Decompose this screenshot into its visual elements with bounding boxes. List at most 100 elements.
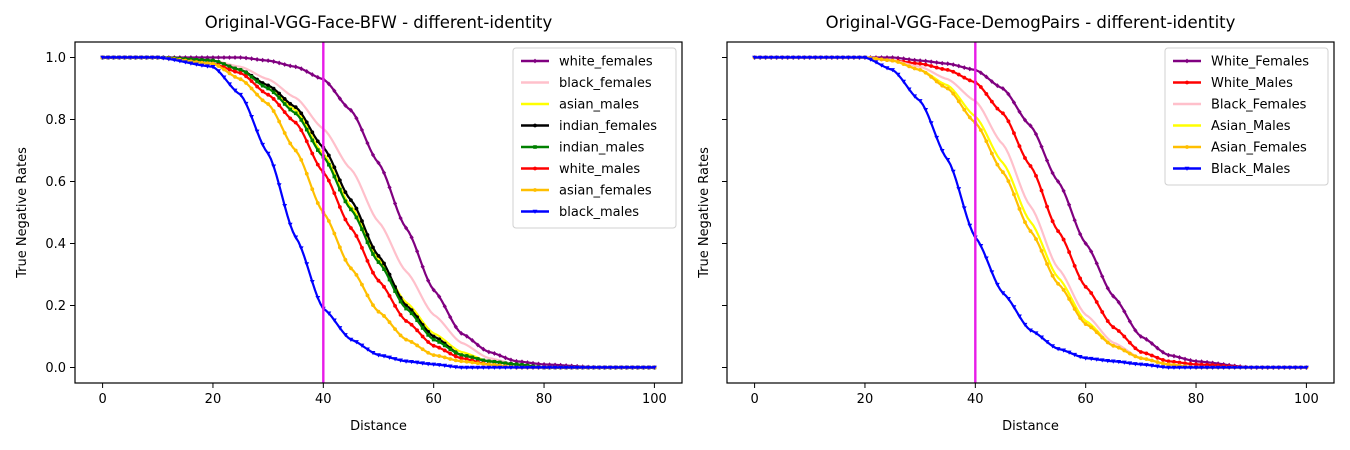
data-point [918, 68, 923, 72]
data-point [315, 139, 320, 144]
data-point [901, 79, 906, 84]
data-point [978, 128, 983, 133]
data-point [1155, 364, 1160, 369]
data-point [221, 75, 227, 80]
data-point [392, 357, 398, 362]
data-point [1078, 316, 1083, 320]
data-point [282, 102, 287, 106]
data-point [414, 360, 420, 365]
data-point [332, 88, 337, 94]
data-point [293, 120, 298, 125]
data-point [304, 171, 309, 176]
data-point [398, 215, 403, 221]
data-point [404, 337, 408, 342]
data-point [514, 365, 519, 370]
data-point [271, 90, 276, 95]
data-point [514, 358, 519, 364]
data-point [492, 351, 497, 356]
data-point [652, 365, 657, 370]
data-point [1055, 347, 1061, 352]
data-point [1265, 365, 1271, 370]
data-point [868, 57, 873, 62]
data-point [1221, 365, 1227, 370]
data-point [403, 225, 409, 231]
data-point [940, 60, 945, 66]
data-point [950, 169, 956, 174]
data-point [365, 240, 370, 245]
data-point [244, 74, 248, 79]
data-point [1150, 358, 1154, 363]
data-point [415, 248, 420, 254]
data-point [1199, 365, 1204, 370]
data-point [1105, 319, 1110, 323]
data-point [442, 343, 447, 348]
data-point [337, 96, 342, 101]
data-point [282, 131, 287, 135]
data-point [552, 365, 558, 370]
data-point [895, 55, 901, 61]
data-point [271, 97, 276, 101]
y-tick-label: 0.6 [45, 175, 66, 190]
data-point [393, 289, 397, 293]
data-point [956, 72, 961, 77]
data-point [453, 358, 458, 363]
data-point [420, 264, 425, 270]
data-point [874, 56, 878, 61]
data-point [912, 66, 917, 71]
data-point [1138, 356, 1143, 361]
data-point [348, 107, 354, 113]
data-point [470, 360, 475, 365]
data-point [956, 187, 962, 192]
data-point [426, 350, 431, 355]
data-point [371, 245, 375, 250]
data-point [1172, 359, 1176, 364]
data-point [222, 67, 226, 72]
data-point [1050, 344, 1055, 349]
data-point [1017, 144, 1022, 149]
data-point [343, 190, 348, 194]
data-point [437, 354, 442, 358]
data-point [293, 235, 299, 240]
data-point [111, 55, 117, 60]
data-point [365, 233, 370, 237]
data-point [342, 333, 348, 338]
data-point [1022, 322, 1028, 328]
data-point [1177, 355, 1182, 360]
data-point [907, 57, 912, 62]
data-point [1133, 354, 1138, 359]
data-point [276, 183, 282, 188]
data-point [1034, 237, 1038, 242]
data-point [951, 69, 956, 74]
data-point [382, 284, 386, 289]
data-point [1171, 365, 1177, 370]
data-point [437, 294, 442, 299]
data-point [116, 55, 122, 60]
data-point [354, 215, 359, 220]
data-point [415, 318, 419, 323]
axes-frame [74, 41, 683, 384]
legend-entry: White_Males [1211, 76, 1293, 91]
data-point [508, 365, 514, 370]
data-point [1281, 365, 1287, 370]
data-point [277, 60, 282, 66]
data-point [271, 164, 277, 169]
data-point [359, 343, 365, 348]
data-point [431, 337, 436, 342]
data-point [967, 78, 972, 83]
data-point [1248, 365, 1254, 370]
data-point [989, 151, 994, 156]
data-point [536, 361, 541, 367]
data-point [1044, 158, 1050, 163]
data-point [1000, 291, 1006, 296]
data-point [216, 64, 221, 68]
x-tick-label: 0 [750, 392, 758, 407]
data-point [508, 357, 514, 363]
data-point [812, 55, 818, 60]
data-point [491, 365, 497, 370]
data-point [349, 207, 353, 212]
data-point [249, 86, 254, 91]
data-point [563, 365, 569, 370]
y-tick-label: 0.0 [45, 361, 66, 376]
data-point [768, 55, 774, 60]
data-point [260, 142, 266, 148]
